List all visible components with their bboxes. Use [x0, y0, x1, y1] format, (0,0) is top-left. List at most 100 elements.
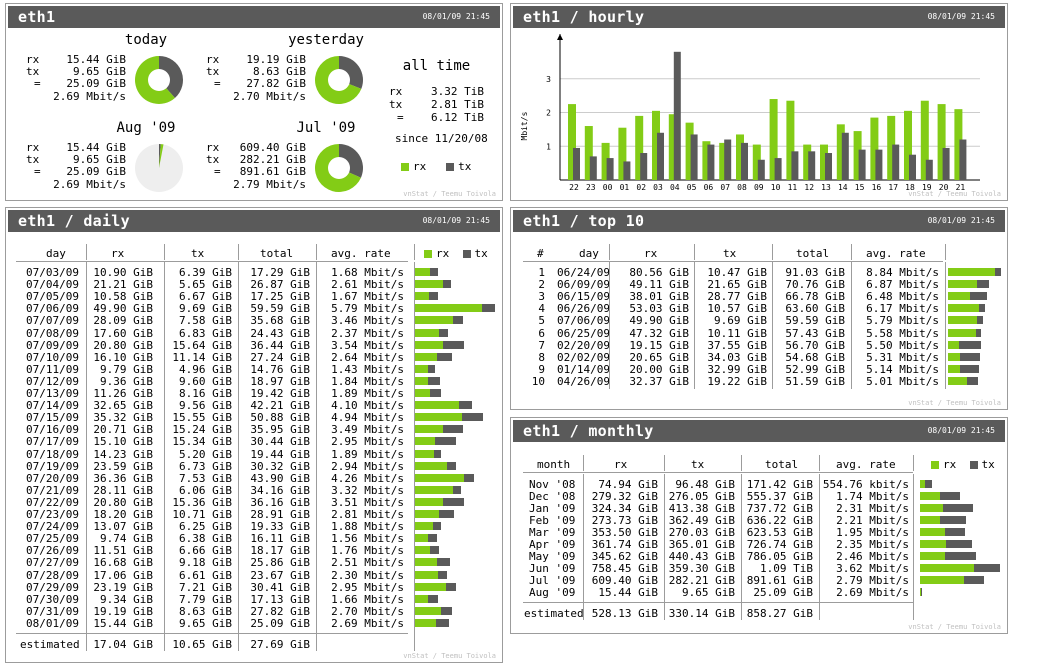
rx-usage-bar	[415, 594, 428, 603]
table-cell: 91.03 GiB	[785, 266, 845, 279]
table-cell: 07/12/09	[26, 374, 79, 388]
table-cell: 59.59 GiB	[785, 314, 845, 328]
rx-usage-bar	[415, 437, 436, 446]
summary-block: Aug '09 rx 15.44 GiB tx 9.65 GiB = 25.09 GiB 2.…	[26, 120, 196, 205]
table-cell: 1.67 Mbit/s	[331, 290, 404, 304]
table-cell: 1.84 Mbit/s	[331, 374, 404, 388]
tx-usage-bar	[430, 389, 442, 397]
table-cell: 56.70 GiB	[785, 338, 845, 352]
table-cell: 1.88 Mbit/s	[331, 520, 404, 534]
estimated-cell: estimated	[20, 638, 80, 651]
hourly-rx-bar	[820, 144, 828, 180]
table-cell: 7.21 GiB	[179, 580, 232, 594]
table-cell: 15.55 GiB	[172, 411, 232, 425]
rx-usage-bar	[415, 473, 464, 482]
column-divider	[414, 244, 415, 260]
table-cell: 9.18 GiB	[179, 556, 232, 570]
summary-row-label: tx	[206, 65, 220, 78]
table-cell: 6.67 GiB	[179, 290, 232, 304]
table-cell: 1.74 Mbit/s	[836, 490, 909, 503]
alltime-tx-label: tx	[389, 98, 403, 111]
x-tick-label: 23	[586, 183, 596, 192]
hourly-tx-bar	[741, 142, 748, 180]
column-header: avg. rate	[836, 458, 896, 471]
table-cell: 6	[538, 326, 545, 340]
tx-usage-bar	[974, 564, 1000, 572]
rx-usage-bar	[920, 528, 946, 536]
rx-usage-bar	[948, 376, 967, 385]
x-tick-label: 18	[905, 183, 915, 192]
table-cell: 726.74 GiB	[746, 538, 813, 551]
tx-usage-bar	[428, 364, 435, 373]
tx-usage-bar	[427, 594, 438, 603]
summary-pie-chart	[135, 56, 183, 104]
table-cell: 15.24 GiB	[172, 423, 232, 437]
table-cell: 21.65 GiB	[707, 278, 767, 292]
table-cell: 1.68 Mbit/s	[331, 266, 404, 279]
column-divider	[316, 262, 317, 651]
hourly-tx-bar	[959, 139, 967, 180]
table-cell: 5	[538, 314, 545, 328]
tx-usage-bar	[446, 582, 456, 591]
table-cell: 3.54 Mbit/s	[331, 338, 404, 352]
table-cell: 37.55 GiB	[707, 338, 767, 352]
summary-row: = 891.61 GiB	[206, 165, 306, 178]
hourly-header: eth1 / hourly 08/01/09 21:45	[513, 6, 1005, 28]
table-cell: 20.80 GiB	[93, 495, 153, 509]
hourly-tx-bar	[841, 132, 849, 180]
x-tick-label: 05	[687, 183, 697, 192]
table-cell: 13.07 GiB	[93, 520, 153, 534]
tx-usage-bar	[963, 576, 984, 584]
tx-usage-bar	[925, 480, 933, 488]
hourly-credit: vnStat / Teemu Toivola	[908, 190, 1001, 198]
table-cell: 01/14/09	[557, 362, 610, 376]
summary-row-value: 27.82 GiB	[246, 77, 306, 90]
summary-row-value: 8.63 GiB	[253, 65, 306, 78]
table-cell: 07/28/09	[26, 568, 79, 582]
table-cell: 8.16 GiB	[179, 387, 232, 400]
column-divider	[414, 262, 415, 651]
hourly-tx-bar	[925, 159, 933, 180]
table-cell: 555.37 GiB	[746, 490, 813, 503]
x-tick-label: 12	[804, 183, 814, 192]
column-divider	[86, 244, 87, 260]
table-cell: 4.94 Mbit/s	[331, 411, 404, 425]
top10-table: # day rx tx total avg. rate 1 06/24/09 80.56 GiB…	[511, 208, 1009, 411]
table-cell: 8.63 GiB	[179, 604, 232, 618]
estimated-cell: 528.13 GiB	[591, 607, 658, 620]
table-cell: 4.96 GiB	[179, 362, 232, 376]
table-cell: 16.10 GiB	[93, 350, 153, 364]
tx-usage-bar	[939, 516, 966, 524]
table-cell: 2.35 Mbit/s	[836, 538, 909, 551]
table-cell: 623.53 GiB	[746, 526, 813, 539]
table-cell: 06/25/09	[557, 326, 610, 340]
table-cell: 74.94 GiB	[598, 478, 658, 491]
rx-usage-bar	[415, 558, 438, 567]
rx-usage-bar	[415, 497, 443, 506]
rx-usage-bar	[415, 461, 447, 470]
table-cell: 11.14 GiB	[172, 350, 232, 364]
estimated-divider	[16, 633, 408, 634]
summary-row-label: tx	[26, 65, 40, 78]
table-cell: 9.69 GiB	[179, 302, 232, 316]
table-cell: Jan '09	[529, 502, 576, 515]
legend-tx-label: tx	[458, 160, 472, 173]
hourly-tx-bar	[673, 51, 681, 181]
rx-usage-bar	[948, 268, 995, 276]
hourly-rx-bar	[836, 124, 845, 180]
hourly-title: eth1 / hourly	[523, 8, 645, 26]
column-header: total	[260, 247, 294, 260]
daily-title: eth1 / daily	[18, 212, 130, 230]
x-tick-label: 04	[670, 183, 680, 192]
column-header: rx	[614, 458, 628, 471]
summary-row-value: 15.44 GiB	[66, 53, 126, 66]
tx-swatch-icon	[969, 461, 978, 469]
table-cell: 19.19 GiB	[93, 604, 153, 618]
pie-tx-slice	[159, 56, 183, 98]
table-cell: Aug '09	[529, 586, 576, 599]
legend-rx-label: rx	[943, 458, 957, 471]
rx-usage-bar	[415, 389, 431, 397]
hourly-rx-bar	[954, 109, 963, 180]
column-header: avg. rate	[866, 247, 926, 260]
column-divider	[609, 244, 610, 260]
